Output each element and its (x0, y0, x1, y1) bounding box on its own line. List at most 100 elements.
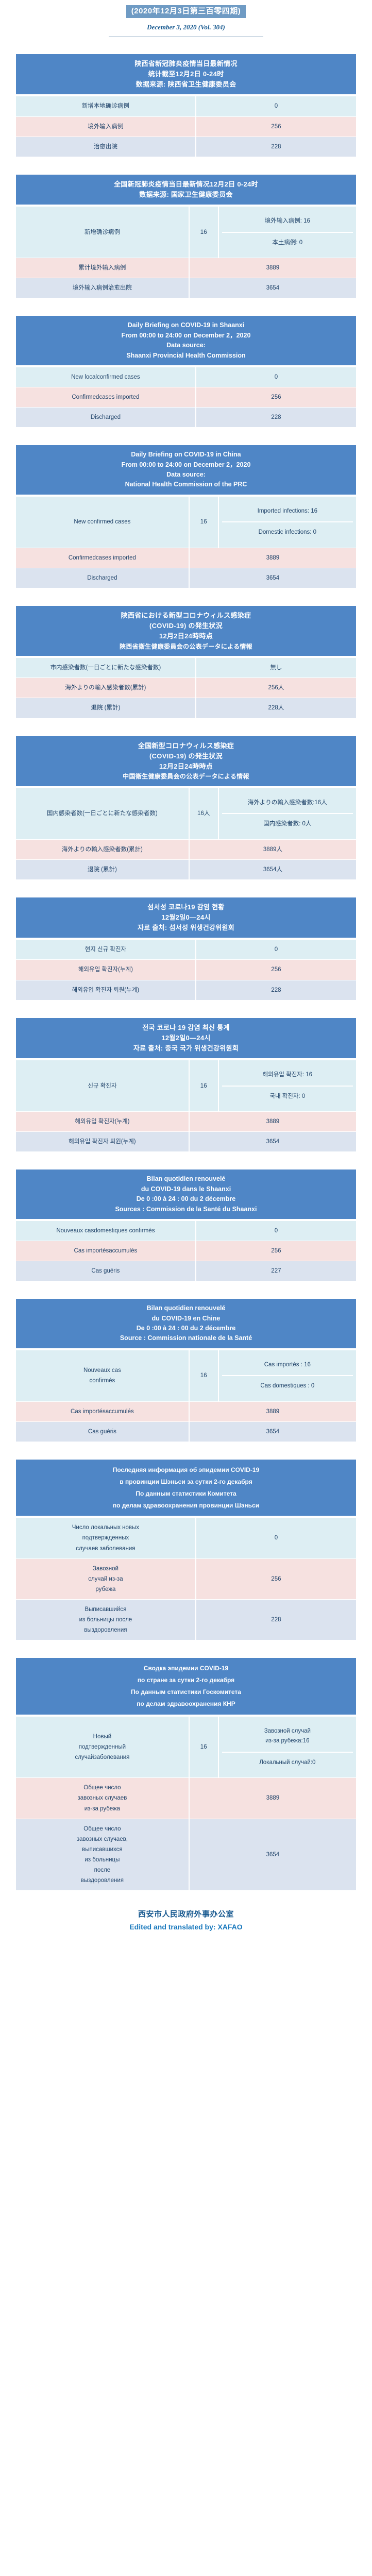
row-value: 0 (196, 1221, 356, 1241)
stats-table-ru-shaanxi: Число локальных новых подтвержденных случа… (16, 1517, 356, 1640)
row-value: 3889 (189, 1401, 356, 1422)
issue-number-cn: (2020年12月3日第三百零四期) (126, 5, 246, 18)
table-row: Завозной случай из-за рубежа 256 (16, 1558, 356, 1600)
table-row: Discharged 3654 (16, 568, 356, 588)
stats-table-ru-china: Новый подтвержденный случайзаболевания 16 За… (16, 1716, 356, 1891)
heading-line: De 0 :00 à 24 : 00 du 2 décembre (136, 1195, 236, 1203)
footer-office-cn: 西安市人民政府外事办公室 (138, 1910, 234, 1919)
table-row: Общее число завозных случаев из-за рубежа 3… (16, 1778, 356, 1819)
table-row: 市内感染者数(一日ごとに新たな感染者数) 無し (16, 658, 356, 678)
breakdown-domestic: 국내 확진자: 0 (269, 1093, 306, 1099)
cell-divider (188, 859, 190, 879)
table-row: New localconfirmed cases 0 (16, 367, 356, 387)
section-heading-fr-shaanxi: Bilan quotidien renouvelé du COVID-19 dan… (16, 1170, 356, 1219)
cell-divider (195, 96, 196, 116)
section-ja-china: 全国新型コロナウィルス感染症 (COVID-19) の発生状況 12月2日24時時点… (16, 736, 356, 880)
cell-divider (188, 1778, 190, 1819)
section-spacer (0, 428, 372, 445)
row-label: New localconfirmed cases (16, 367, 195, 387)
section-heading-ja-shaanxi: 陝西省における新型コロナウィルス感染症 (COVID-19) の発生状況 12月2日… (16, 606, 356, 656)
row-label: 신규 확진자 (16, 1060, 189, 1112)
table-row: Confirmedcases imported 3889 (16, 548, 356, 568)
row-value: 256 (196, 960, 356, 980)
issue-number-en: December 3, 2020 (Vol. 304) (147, 23, 225, 31)
heading-line: (COVID-19) の発生状況 (149, 622, 223, 630)
cell-divider (188, 788, 190, 839)
row-label: 市内感染者数(一日ごとに新たな感染者数) (16, 658, 195, 678)
breakdown-imported: 境外输入病例: 16 (222, 211, 353, 233)
stats-table-cn-china: 新增确诊病例 16 境外输入病例: 16 本土病例: 0 累计境外输入病例 3889 境外输… (16, 206, 356, 298)
table-row: 境外输入病例 256 (16, 116, 356, 137)
footer-credit-en: Edited and translated by: XAFAO (129, 1923, 243, 1931)
cell-divider (188, 1716, 190, 1778)
row-value: 3654人 (189, 859, 356, 879)
cell-divider (195, 1600, 196, 1640)
heading-line: Source : Commission nationale de la Sant… (120, 1334, 252, 1342)
row-total-value: 16 (189, 1350, 218, 1401)
cell-divider (195, 1558, 196, 1600)
table-row: 新增本地确诊病例 0 (16, 96, 356, 116)
section-spacer (0, 588, 372, 606)
row-label: Cas guéris (16, 1261, 195, 1281)
cell-divider (195, 1518, 196, 1558)
stats-table-ja-china: 国内感染者数(一日ごとに新たな感染者数) 16人 海外よりの輸入感染者数:16人 国内… (16, 788, 356, 880)
table-row: 海外よりの輸入感染者数(累計) 3889人 (16, 839, 356, 859)
cell-divider (188, 1112, 190, 1132)
row-value: 3654 (189, 278, 356, 298)
row-label: 境外输入病例治愈出院 (16, 278, 189, 298)
stats-table-ja-shaanxi: 市内感染者数(一日ごとに新たな感染者数) 無し 海外よりの輸入感染者数(累計) 256… (16, 657, 356, 718)
row-label: New confirmed cases (16, 496, 189, 548)
row-value: 3654 (189, 1819, 356, 1891)
table-row: 신규 확진자 16 해외유입 확진자: 16 국내 확진자: 0 (16, 1060, 356, 1112)
table-row: 海外よりの輸入感染者数(累計) 256人 (16, 678, 356, 698)
table-row: 国内感染者数(一日ごとに新たな感染者数) 16人 海外よりの輸入感染者数:16人 国内… (16, 788, 356, 839)
breakdown-domestic: Domestic infections: 0 (258, 529, 317, 536)
breakdown-domestic: Локальный случай:0 (259, 1759, 316, 1766)
stats-table-fr-china: Nouveaux cas confirmés 16 Cas importés : 16… (16, 1350, 356, 1442)
heading-line: 全国新冠肺炎疫情当日最新情况12月2日 0-24时 (114, 180, 258, 188)
cell-divider (195, 698, 196, 718)
row-label: 해외유입 확진자 퇴원(누계) (16, 980, 195, 1000)
cell-divider (188, 1350, 190, 1401)
row-value: 256 (196, 1558, 356, 1600)
row-label: 累计境外输入病例 (16, 258, 189, 278)
heading-line: по делам здравоохранения КНР (137, 1700, 235, 1707)
cell-divider (195, 408, 196, 428)
row-value: 3654 (189, 1132, 356, 1152)
table-row: Общее число завозных случаев, выписавшихся… (16, 1819, 356, 1891)
row-label: Завозной случай из-за рубежа (16, 1558, 195, 1600)
section-heading-fr-china: Bilan quotidien renouvelé du COVID-19 en … (16, 1299, 356, 1348)
row-value: 3654 (189, 1422, 356, 1442)
row-value: 3889 (189, 1778, 356, 1819)
cell-divider (188, 278, 190, 298)
row-value: 256 (196, 1241, 356, 1261)
row-label: Cas importésaccumulés (16, 1401, 189, 1422)
table-row: 退院 (累計) 228人 (16, 698, 356, 718)
section-heading-ko-china: 전국 코로나 19 감염 최신 통계 12월2일0—24시 자료 출처: 중국 국가… (16, 1018, 356, 1059)
heading-line: Bilan quotidien renouvelé (146, 1304, 226, 1312)
cell-divider (188, 1401, 190, 1422)
stats-table-ko-shaanxi: 현지 신규 확진자 0 해외유입 확진자(누계) 256 해외유입 확진자 퇴원(누계)… (16, 939, 356, 1000)
section-heading-ru-china: Сводка эпидемии COVID-19 по стране за сут… (16, 1658, 356, 1715)
row-label: Cas importésaccumulés (16, 1241, 195, 1261)
row-label: 현지 신규 확진자 (16, 940, 195, 960)
row-value: 3889 (189, 258, 356, 278)
cell-divider (195, 678, 196, 698)
row-value: 228人 (196, 698, 356, 718)
heading-line: 12月2日24時時点 (159, 632, 213, 640)
cell-divider (195, 116, 196, 137)
row-value: 228 (196, 137, 356, 157)
heading-line: Data source: (166, 471, 206, 479)
section-ru-shaanxi: Последняя информация об эпидемии COVID-1… (16, 1460, 356, 1640)
heading-line: 12月2日24時時点 (159, 762, 213, 770)
heading-line: Daily Briefing on COVID-19 in Shaanxi (127, 321, 245, 329)
row-label: Cas guéris (16, 1422, 189, 1442)
stats-table-cn-shaanxi: 新增本地确诊病例 0 境外输入病例 256 治愈出院 228 (16, 96, 356, 157)
bulletin-page: (2020年12月3日第三百零四期) December 3, 2020 (Vol… (0, 5, 372, 1931)
cell-divider (195, 960, 196, 980)
row-value: 228 (196, 408, 356, 428)
cell-divider (188, 568, 190, 588)
row-total-value: 16 (189, 496, 218, 548)
table-row: Confirmedcases imported 256 (16, 387, 356, 408)
heading-line: du COVID-19 en Chine (151, 1314, 221, 1322)
